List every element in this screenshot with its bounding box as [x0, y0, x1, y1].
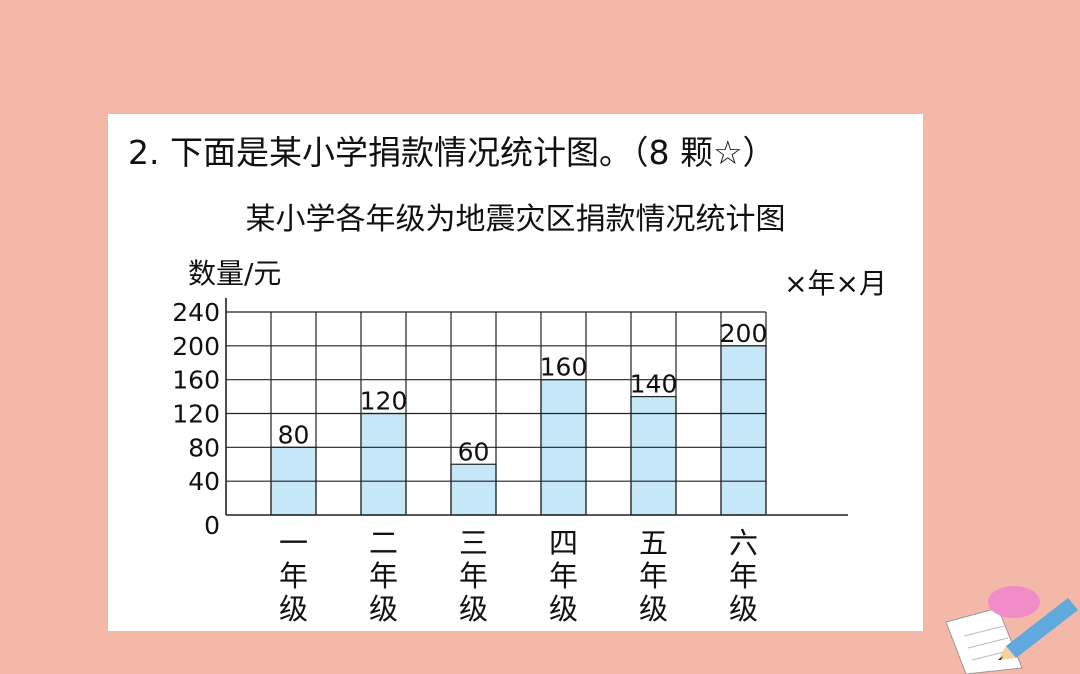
bar-chart: 0 40 80 120 160 200 240 80 120 60 160 140 200 一年级 二年级 三…: [172, 298, 848, 626]
x-category-label: 六年级: [729, 526, 758, 626]
bar: [360, 412, 407, 516]
y-tick-label: 120: [172, 400, 220, 429]
x-category-label: 二年级: [369, 526, 398, 626]
pencil-paper-decoration: [945, 586, 1078, 674]
data-label: 60: [458, 437, 490, 466]
question-text: 2. 下面是某小学捐款情况统计图。（8 颗☆）: [128, 133, 776, 172]
chart-title: 某小学各年级为地震灾区捐款情况统计图: [245, 202, 786, 237]
x-category-label: 一年级: [279, 526, 308, 626]
y-tick-label: 0: [204, 511, 220, 540]
data-label: 160: [540, 353, 588, 382]
y-tick-label: 40: [188, 467, 220, 496]
y-tick-label: 80: [188, 433, 220, 462]
y-tick-label: 160: [172, 366, 220, 395]
y-axis-label: 数量/元: [188, 257, 282, 290]
x-category-label: 五年级: [639, 526, 668, 626]
x-category-label: 四年级: [549, 526, 578, 626]
bar: [720, 345, 767, 516]
y-tick-label: 240: [172, 298, 220, 327]
bar: [450, 463, 497, 516]
data-label: 200: [720, 319, 768, 348]
question-card: 2. 下面是某小学捐款情况统计图。（8 颗☆） 某小学各年级为地震灾区捐款情况统…: [108, 114, 923, 631]
data-label: 140: [630, 370, 678, 399]
x-category-label: 三年级: [459, 526, 488, 626]
date-note: ×年×月: [784, 267, 887, 300]
data-label: 80: [278, 420, 310, 449]
data-label: 120: [360, 387, 408, 416]
bar: [630, 395, 677, 516]
y-tick-label: 200: [172, 332, 220, 361]
